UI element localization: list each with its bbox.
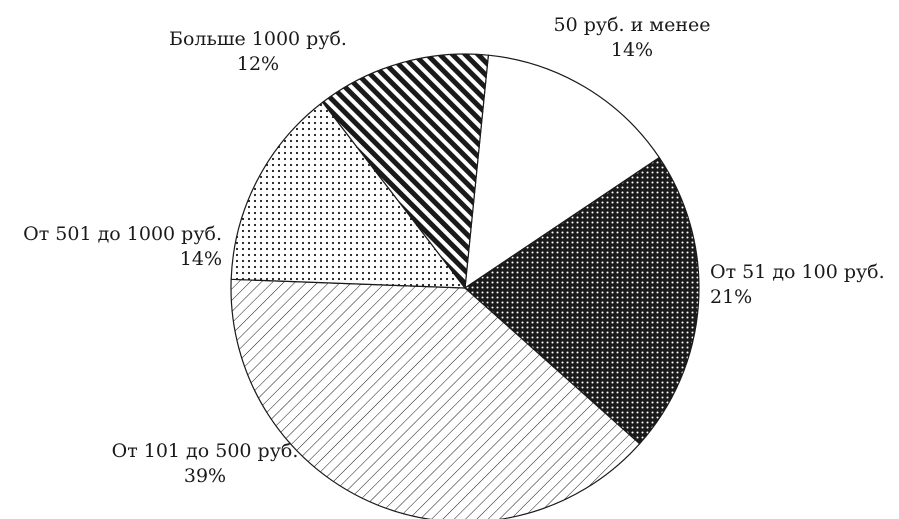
pie-slice-2 — [464, 156, 700, 445]
slice-category-label: 50 руб. и менее — [554, 14, 711, 36]
pie-slice-4 — [230, 101, 467, 289]
pie-slice-1 — [464, 54, 661, 290]
slice-category-label: От 51 до 100 руб. — [710, 261, 885, 283]
pie-slice-3 — [230, 278, 641, 519]
slice-category-label: Больше 1000 руб. — [169, 28, 347, 50]
pie-labels: 50 руб. и менее 14% От 51 до 100 руб. 21% От… — [23, 14, 884, 487]
slice-percent-label: 14% — [180, 248, 222, 270]
slice-percent-label: 14% — [611, 39, 653, 61]
pie-slice-5 — [321, 53, 490, 290]
slice-category-label: От 101 до 500 руб. — [112, 440, 299, 462]
slice-percent-label: 21% — [710, 286, 752, 308]
slice-percent-label: 12% — [237, 53, 279, 75]
pie-slices — [230, 53, 700, 519]
slice-category-label: От 501 до 1000 руб. — [23, 223, 222, 245]
slice-percent-label: 39% — [184, 465, 226, 487]
